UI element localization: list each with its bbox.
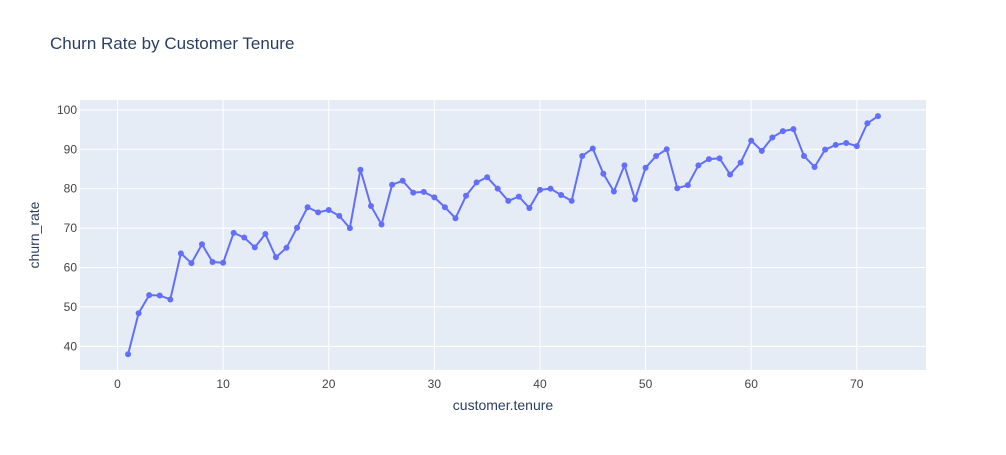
y-axis-label: churn_rate — [26, 201, 42, 268]
data-point — [769, 134, 776, 141]
data-point — [864, 120, 871, 127]
y-tick-label: 90 — [64, 142, 78, 156]
data-point — [156, 292, 163, 299]
data-point — [505, 197, 512, 204]
data-point — [600, 170, 607, 177]
data-point — [705, 156, 712, 163]
data-point — [441, 204, 448, 211]
data-point — [853, 143, 860, 150]
x-tick-label: 40 — [533, 377, 547, 391]
data-point — [515, 193, 522, 200]
data-point — [716, 155, 723, 162]
data-point — [125, 351, 132, 358]
data-point — [399, 177, 406, 184]
y-tick-label: 70 — [64, 221, 78, 235]
data-point — [272, 254, 279, 261]
y-tick-label: 80 — [64, 182, 78, 196]
data-point — [758, 147, 765, 154]
data-point — [610, 188, 617, 195]
data-point — [167, 296, 174, 303]
data-point — [663, 146, 670, 153]
data-point — [473, 179, 480, 186]
data-point — [367, 203, 374, 210]
data-point — [177, 250, 184, 257]
y-tick-label: 40 — [64, 339, 78, 353]
data-point — [568, 197, 575, 204]
data-point — [251, 244, 258, 251]
data-point — [779, 128, 786, 135]
data-point — [832, 141, 839, 148]
data-point — [674, 185, 681, 192]
data-point — [241, 234, 248, 241]
data-point — [558, 191, 565, 198]
data-point — [420, 188, 427, 195]
data-point — [294, 224, 301, 231]
x-tick-label: 0 — [114, 377, 121, 391]
data-point — [431, 194, 438, 201]
data-point — [389, 181, 396, 188]
data-point — [283, 244, 290, 251]
x-tick-label: 60 — [745, 377, 759, 391]
data-point — [874, 113, 881, 120]
tick-layer: 0 10 20 30 40 50 60 70 40 50 60 70 80 90 100 — [57, 103, 864, 391]
data-point — [325, 206, 332, 213]
x-axis-label: customer.tenure — [453, 397, 554, 413]
data-point — [346, 225, 353, 232]
data-point — [135, 310, 142, 317]
data-point — [484, 174, 491, 181]
data-point — [579, 152, 586, 159]
data-point — [727, 171, 734, 178]
data-point — [463, 192, 470, 199]
data-point — [695, 162, 702, 169]
x-tick-label: 50 — [639, 377, 653, 391]
data-point — [801, 152, 808, 159]
chart-title: Churn Rate by Customer Tenure — [50, 34, 295, 53]
data-point — [188, 260, 195, 267]
point-layer — [125, 113, 881, 358]
data-point — [410, 189, 417, 196]
data-point — [642, 164, 649, 171]
data-point — [378, 221, 385, 228]
data-point — [653, 152, 660, 159]
data-point — [304, 204, 311, 211]
x-tick-label: 20 — [322, 377, 336, 391]
data-point — [822, 146, 829, 153]
y-tick-label: 60 — [64, 261, 78, 275]
x-tick-label: 70 — [850, 377, 864, 391]
data-point — [632, 196, 639, 203]
data-point — [198, 241, 205, 248]
data-point — [790, 126, 797, 133]
data-point — [315, 209, 322, 216]
x-tick-label: 30 — [428, 377, 442, 391]
grid-layer — [80, 100, 926, 370]
data-point — [209, 259, 216, 265]
data-point — [146, 292, 153, 299]
data-point — [811, 164, 818, 171]
data-point — [262, 231, 269, 238]
x-tick-label: 10 — [216, 377, 230, 391]
data-point — [748, 137, 755, 144]
data-point — [547, 185, 554, 192]
data-point — [526, 205, 533, 211]
data-point — [843, 139, 850, 146]
data-point — [220, 259, 227, 266]
y-tick-label: 50 — [64, 300, 78, 314]
y-tick-label: 100 — [57, 103, 77, 117]
data-point — [737, 159, 744, 166]
data-point — [336, 212, 343, 219]
data-point — [452, 215, 459, 222]
data-point — [589, 145, 596, 152]
data-point — [357, 166, 364, 173]
data-point — [230, 229, 237, 236]
data-point — [621, 162, 628, 169]
data-point — [684, 182, 691, 189]
data-point — [494, 185, 501, 192]
plot-background — [80, 100, 926, 370]
data-point — [536, 186, 543, 193]
